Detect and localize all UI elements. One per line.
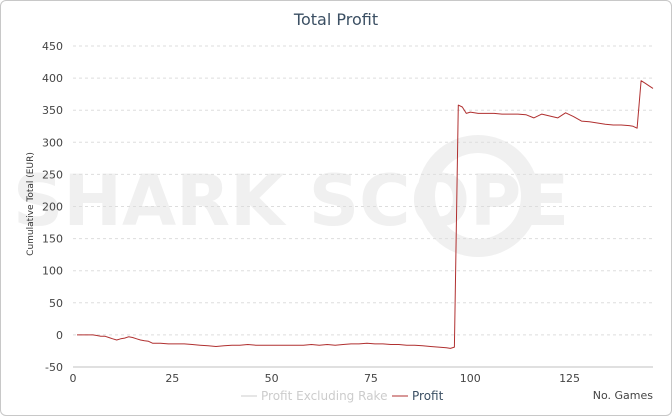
y-tick-label: 150 <box>42 233 63 246</box>
legend-label-profit-excluding-rake: Profit Excluding Rake <box>261 389 387 403</box>
y-axis-label: Cumulative Total (EUR) <box>26 152 36 256</box>
x-axis-ticks: 0 25 50 75 100 125 <box>70 366 653 385</box>
y-tick-label: 450 <box>42 40 63 53</box>
chart-title: Total Profit <box>293 10 378 29</box>
x-tick-label: 100 <box>460 372 481 385</box>
grid <box>73 45 653 368</box>
y-tick-label: 300 <box>42 136 63 149</box>
legend-item-profit[interactable]: Profit <box>392 389 444 403</box>
x-tick-label: 50 <box>265 372 279 385</box>
legend: Profit Excluding Rake Profit <box>241 389 444 403</box>
y-tick-label: -50 <box>45 361 63 374</box>
legend-label-profit: Profit <box>412 389 444 403</box>
x-tick-label: 125 <box>559 372 580 385</box>
y-tick-label: 200 <box>42 201 63 214</box>
watermark-text: SHARK SCOPE <box>13 160 569 242</box>
watermark-scope-icon <box>417 135 539 257</box>
y-tick-label: 100 <box>42 265 63 278</box>
series-lines <box>77 80 654 349</box>
series-line-1 <box>77 80 654 349</box>
y-tick-label: 350 <box>42 104 63 117</box>
x-tick-label: 25 <box>165 372 179 385</box>
x-tick-label: 0 <box>70 372 77 385</box>
x-tick-label: 75 <box>364 372 378 385</box>
y-tick-label: 0 <box>56 329 63 342</box>
x-axis-label: No. Games <box>593 389 654 402</box>
y-axis-ticks: 450 400 350 300 250 200 150 100 50 0 -50 <box>42 40 63 374</box>
y-tick-label: 250 <box>42 168 63 181</box>
legend-item-profit-excluding-rake[interactable]: Profit Excluding Rake <box>241 389 387 403</box>
y-tick-label: 400 <box>42 72 63 85</box>
y-tick-label: 50 <box>49 297 63 310</box>
